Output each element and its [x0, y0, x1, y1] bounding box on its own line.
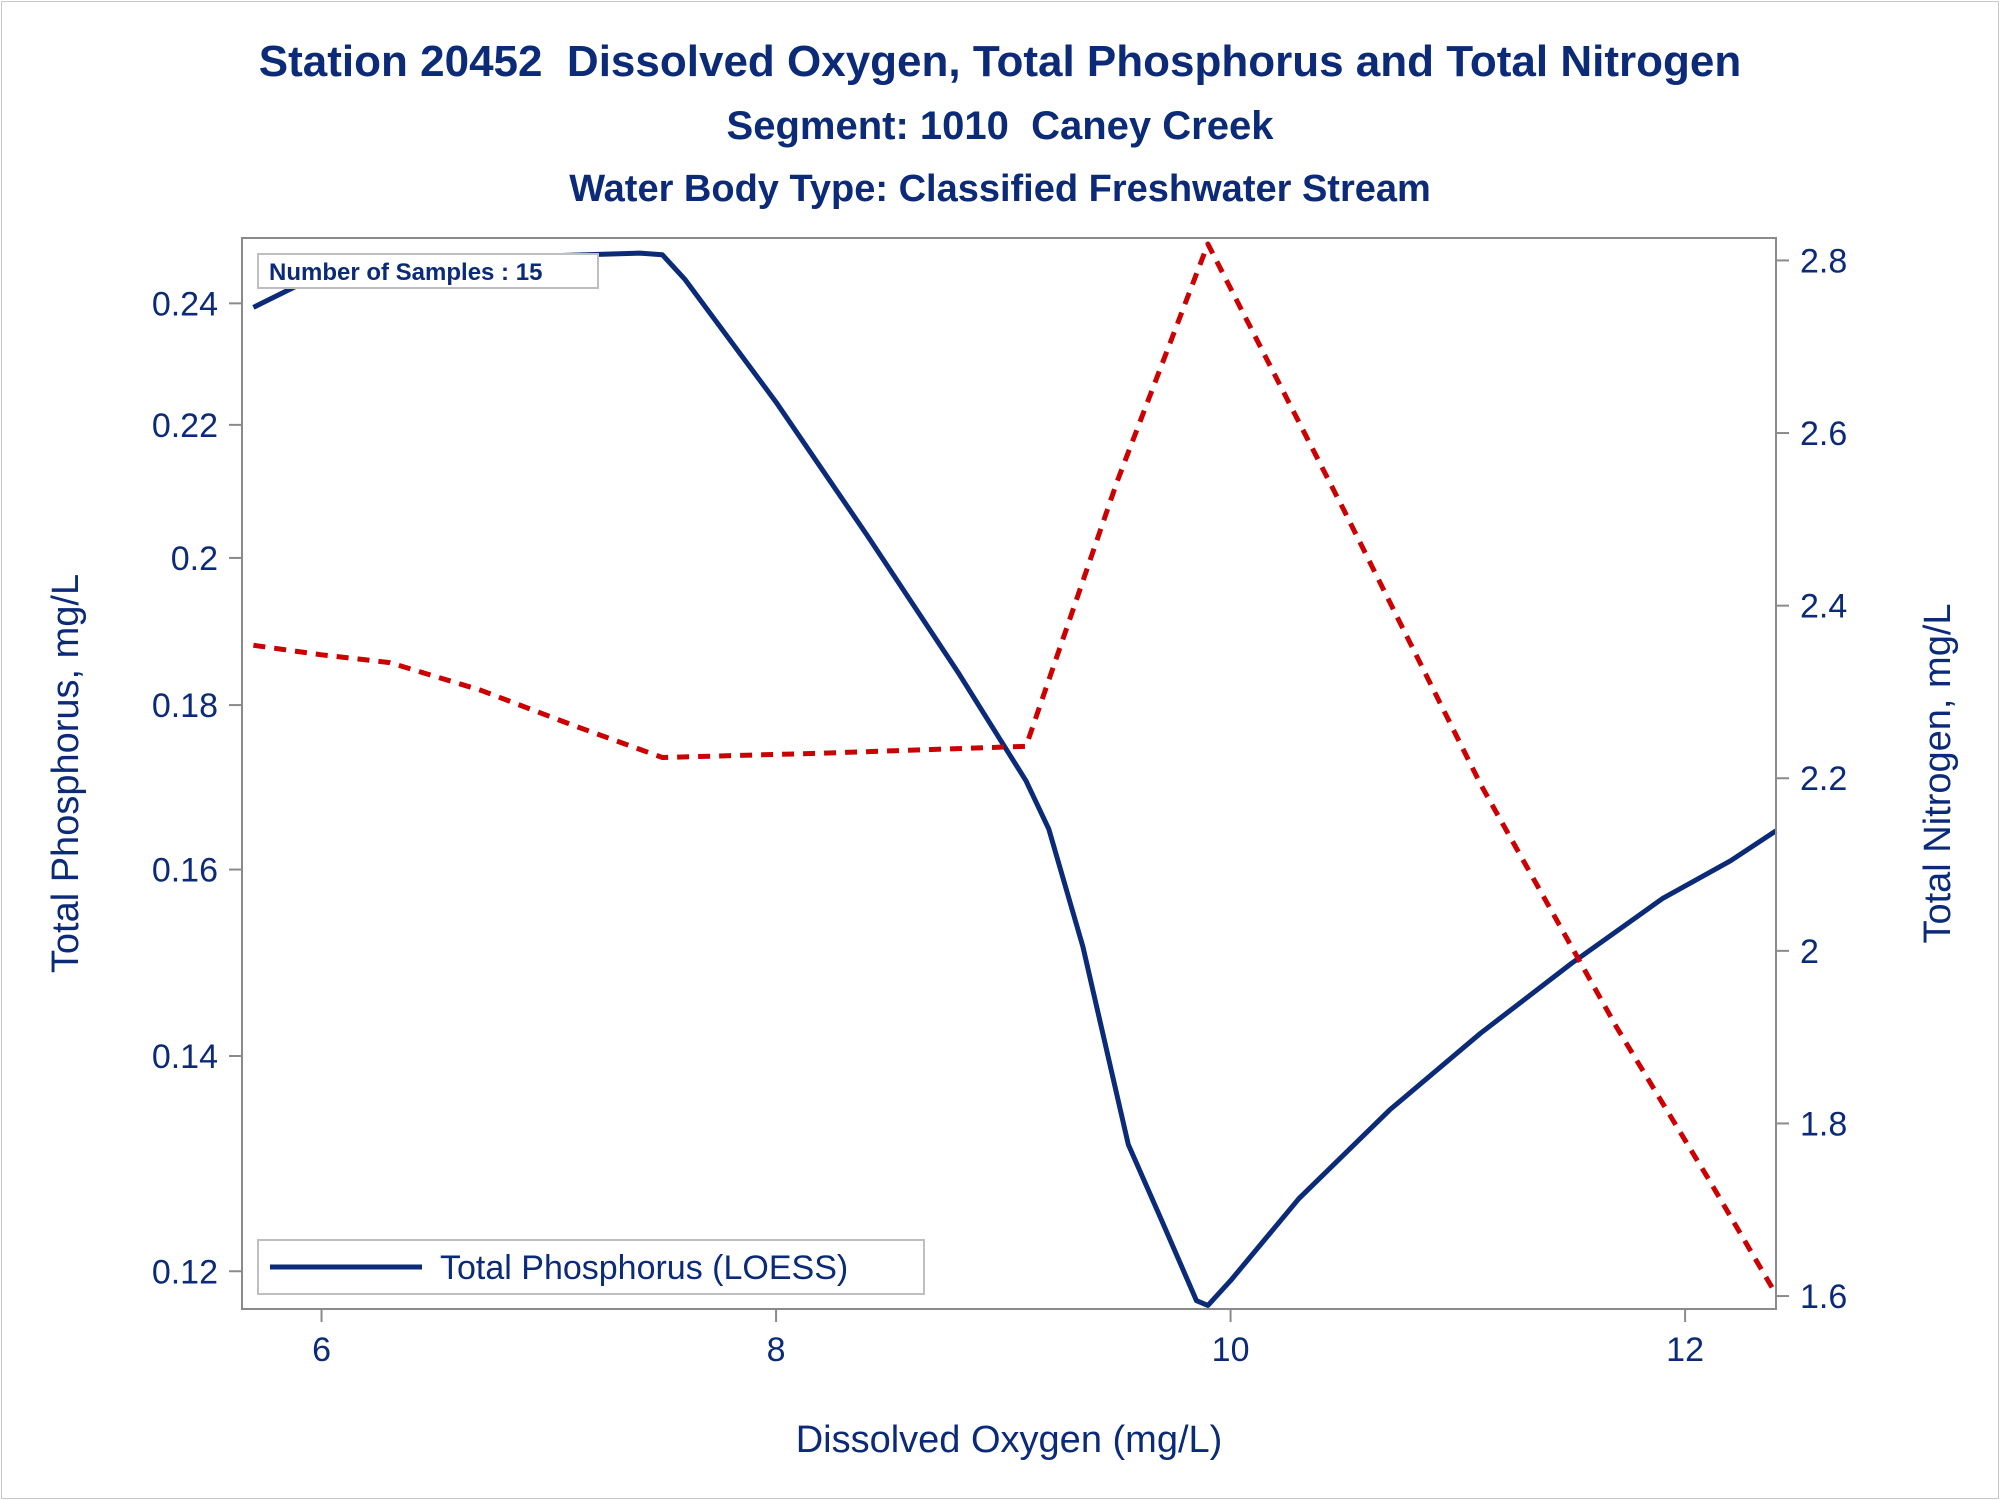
- y2-tick-label: 2.2: [1800, 760, 1847, 798]
- y-tick-label: 0.12: [152, 1253, 218, 1291]
- samples-inset-box: [257, 253, 599, 289]
- y-tick-label: 0.16: [152, 852, 218, 890]
- y-tick-label: 0.22: [152, 407, 218, 445]
- y2-tick-label: 2.6: [1800, 415, 1847, 453]
- x-tick-label: 6: [312, 1331, 331, 1369]
- y2-tick-label: 2: [1800, 933, 1819, 971]
- y-axis-label: Total Phosphorus, mg/L: [45, 574, 87, 973]
- y-tick-label: 0.2: [171, 540, 218, 578]
- x-tick-label: 10: [1212, 1331, 1250, 1369]
- y-tick-label: 0.24: [152, 285, 218, 323]
- x-axis-label: Dissolved Oxygen (mg/L): [796, 1419, 1223, 1461]
- y2-tick-label: 1.8: [1800, 1105, 1847, 1143]
- x-tick-label: 8: [767, 1331, 786, 1369]
- y2-axis-label: Total Nitrogen, mg/L: [1917, 603, 1959, 943]
- chart-subtitle-segment: Segment: 1010 Caney Creek: [726, 104, 1274, 148]
- y-tick-label: 0.14: [152, 1038, 218, 1076]
- chart-title: Station 20452 Dissolved Oxygen, Total Ph…: [258, 37, 1742, 86]
- samples-inset-label: Number of Samples : 15: [269, 259, 542, 286]
- chart-subtitle-water-body: Water Body Type: Classified Freshwater S…: [569, 168, 1431, 210]
- y-tick-label: 0.18: [152, 687, 218, 725]
- series-line-total-nitrogen: [253, 241, 1779, 1296]
- plot-area: Number of Samples : 15: [252, 241, 1779, 1308]
- y2-tick-label: 2.8: [1800, 242, 1847, 280]
- series-line-total-phosphorus: [252, 250, 1778, 1308]
- x-tick-label: 12: [1666, 1331, 1704, 1369]
- y2-tick-label: 1.6: [1800, 1278, 1847, 1316]
- plot-border: [241, 237, 1777, 1310]
- legend: Total Phosphorus (LOESS): [257, 1239, 925, 1295]
- axes: 6 8 10 12 0.12 0.14 0.16 0.18 0.2 0.22 0.24 1.6 1.8 2…: [45, 237, 1959, 1461]
- legend-label: Total Phosphorus (LOESS): [440, 1249, 848, 1287]
- y2-tick-label: 2.4: [1800, 588, 1847, 626]
